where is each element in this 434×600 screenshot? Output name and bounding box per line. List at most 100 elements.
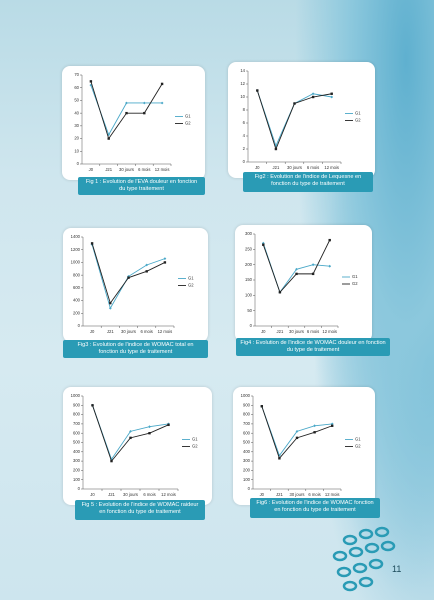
y-tick-label: 700: [243, 421, 251, 426]
marker: [145, 270, 148, 273]
y-tick-label: 900: [243, 402, 251, 407]
marker: [129, 436, 132, 440]
x-tick-label: 6 mois: [141, 329, 153, 334]
chart: 0 10 20 30 40 50 60 70 J0 J21 30 jours 6 mois 12 moi…: [74, 72, 191, 172]
marker: [90, 242, 94, 245]
marker: [274, 147, 278, 151]
y-tick-label: 6: [243, 120, 246, 125]
chart: 0 200 400 600 800 1000 1200 1400 J0 J21 30 jours 6 …: [71, 234, 195, 334]
legend-label: G1: [185, 114, 191, 119]
marker: [293, 102, 296, 105]
marker: [256, 89, 259, 92]
marker: [148, 432, 151, 435]
y-tick-label: 250: [245, 246, 253, 251]
x-tick-label: J0: [260, 492, 265, 497]
marker: [163, 261, 167, 264]
x-tick-label: 6 mois: [307, 329, 319, 334]
chart: 0 100 200 300 400 500 600 700 800 900 1000 J0 J21 30 …: [241, 393, 362, 497]
legend-label: G1: [355, 437, 361, 442]
x-tick-label: 12 mois: [325, 492, 340, 497]
series-line: [262, 243, 330, 294]
marker: [261, 241, 265, 245]
marker: [295, 429, 299, 433]
y-tick-label: 1000: [71, 260, 81, 265]
marker: [109, 301, 112, 305]
marker: [91, 404, 94, 407]
x-tick-label: 6 mois: [308, 492, 320, 497]
y-tick-label: 4: [243, 133, 246, 138]
x-tick-label: J0: [255, 165, 260, 170]
legend-label: G2: [355, 444, 361, 449]
y-tick-label: 0: [78, 323, 81, 328]
marker: [89, 80, 93, 83]
x-tick-label: 30 jours: [119, 167, 134, 172]
figure-caption: Fig3 : Evolution de l'indice de WOMAC to…: [63, 340, 208, 358]
x-tick-label: J21: [277, 329, 284, 334]
x-tick-label: 12 mois: [322, 329, 337, 334]
marker: [107, 137, 110, 140]
chart-card: 0 200 400 600 800 1000 1200 1400 J0 J21 30 jours 6 …: [63, 228, 208, 342]
x-tick-label: 12 mois: [158, 329, 173, 334]
chart-card: 0 50 100 150 200 250 300 J0 J21 30 jours 6 mois 12 …: [235, 225, 372, 342]
x-tick-label: J0: [89, 167, 94, 172]
marker: [295, 436, 299, 440]
y-tick-label: 500: [73, 440, 81, 445]
x-tick-label: 30 jours: [121, 329, 136, 334]
x-tick-label: 30 jours: [123, 492, 138, 497]
y-tick-label: 300: [73, 458, 81, 463]
y-tick-label: 50: [74, 98, 79, 103]
y-tick-label: 0: [248, 486, 251, 491]
y-tick-label: 1400: [71, 234, 81, 239]
x-tick-label: 12 mois: [161, 492, 176, 497]
marker: [311, 92, 315, 96]
y-tick-label: 0: [78, 486, 81, 491]
marker: [330, 95, 334, 99]
y-tick-label: 600: [73, 285, 81, 290]
marker: [108, 306, 112, 310]
marker: [160, 82, 164, 86]
page-number: 11: [392, 564, 402, 574]
y-tick-label: 200: [73, 468, 81, 473]
y-tick-label: 12: [240, 81, 245, 86]
y-tick-label: 600: [73, 430, 81, 435]
x-tick-label: J21: [273, 165, 280, 170]
y-tick-label: 150: [245, 277, 253, 282]
marker: [160, 101, 164, 105]
marker: [330, 92, 333, 95]
chart-card: 0 100 200 300 400 500 600 700 800 900 1000 J0 J21 30 …: [63, 387, 212, 505]
y-tick-label: 8: [243, 107, 246, 112]
y-tick-label: 20: [74, 136, 79, 141]
marker: [311, 95, 315, 99]
y-tick-label: 700: [73, 421, 81, 426]
y-tick-label: 500: [243, 440, 251, 445]
marker: [163, 257, 167, 261]
y-tick-label: 200: [243, 468, 251, 473]
marker: [129, 429, 132, 433]
marker: [331, 424, 334, 427]
legend-label: G1: [192, 437, 198, 442]
marker: [125, 111, 128, 115]
chart-card: 0 2 4 6 8 10 12 14 J0 J21 30 jours 6 mois 12 mois G1 G…: [228, 62, 375, 178]
chart-card: 0 10 20 30 40 50 60 70 J0 J21 30 jours 6 mois 12 moi…: [62, 66, 205, 180]
y-tick-label: 10: [240, 94, 245, 99]
marker: [167, 423, 170, 427]
series-line: [92, 405, 169, 463]
marker: [278, 291, 282, 294]
y-tick-label: 14: [240, 68, 245, 73]
y-tick-label: 100: [73, 477, 81, 482]
x-tick-label: 12 mois: [324, 165, 339, 170]
y-tick-label: 100: [243, 477, 251, 482]
marker: [311, 272, 315, 276]
y-tick-label: 900: [73, 402, 81, 407]
chart: 0 50 100 150 200 250 300 J0 J21 30 jours 6 mois 12 …: [245, 231, 358, 334]
legend-label: G1: [355, 111, 361, 116]
chart: 0 2 4 6 8 10 12 14 J0 J21 30 jours 6 mois 12 mois G1 G…: [240, 68, 361, 170]
y-tick-label: 200: [245, 262, 253, 267]
y-tick-label: 1000: [241, 393, 251, 398]
x-tick-label: J0: [261, 329, 266, 334]
marker: [295, 272, 298, 276]
figure-caption: Fig 5 : Evolution de l'indice de WOMAC r…: [75, 500, 205, 520]
y-tick-label: 400: [73, 449, 81, 454]
x-tick-label: J21: [276, 492, 283, 497]
